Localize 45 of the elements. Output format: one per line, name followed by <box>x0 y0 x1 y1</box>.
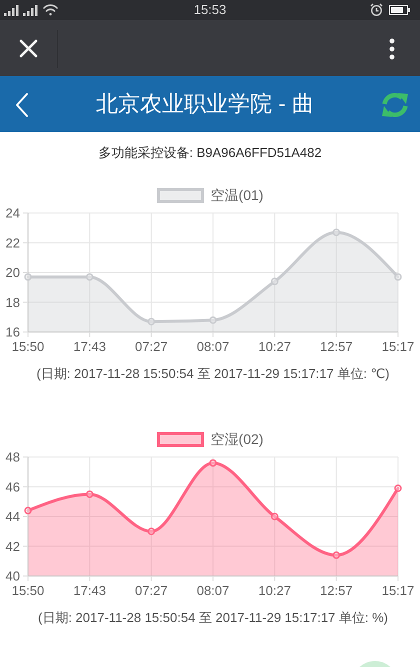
x-tick-label: 10:27 <box>258 339 291 354</box>
point <box>86 273 94 281</box>
y-tick-label: 18 <box>6 294 20 310</box>
x-tick-label: 07:27 <box>135 583 168 598</box>
x-tick-label: 15:17 <box>382 339 414 354</box>
x-tick-label: 17:43 <box>73 339 106 354</box>
point <box>86 490 94 498</box>
y-tick-label: 48 <box>6 450 20 465</box>
y-tick-label: 16 <box>6 324 20 340</box>
point <box>209 459 217 467</box>
point <box>209 316 217 324</box>
y-tick-label: 24 <box>6 206 20 221</box>
y-tick-label: 20 <box>6 265 20 280</box>
y-tick-label: 22 <box>6 235 20 250</box>
x-axis-title: (日期: 2017-11-28 15:50:54 至 2017-11-29 15:17:17 单位: ℃) <box>36 366 390 381</box>
point <box>332 551 340 559</box>
point <box>148 318 156 326</box>
x-tick-label: 12:57 <box>320 339 353 354</box>
point <box>24 506 32 514</box>
x-tick-label: 15:50 <box>12 339 44 354</box>
y-tick-label: 44 <box>6 509 20 524</box>
x-tick-label: 08:07 <box>196 583 230 598</box>
x-tick-label: 15:50 <box>12 583 44 598</box>
point <box>394 484 402 492</box>
y-tick-label: 46 <box>6 479 20 494</box>
x-tick-label: 15:17 <box>382 583 414 598</box>
y-tick-label: 40 <box>6 568 20 584</box>
x-axis-title: (日期: 2017-11-28 15:50:54 至 2017-11-29 15:17:17 单位: %) <box>38 610 388 625</box>
point <box>24 273 32 281</box>
x-tick-label: 07:27 <box>135 339 168 354</box>
x-tick-label: 10:27 <box>258 583 291 598</box>
point <box>394 273 402 281</box>
x-tick-label: 12:57 <box>320 583 353 598</box>
chart-title: 北京农业职业学院 - 曲 <box>95 90 315 118</box>
point <box>148 528 156 536</box>
point <box>270 512 278 520</box>
point <box>332 228 340 236</box>
x-tick-label: 08:07 <box>196 339 230 354</box>
legend-label: 空湿(02) <box>210 431 264 447</box>
text: 15:53 <box>0 2 420 18</box>
chart-subtitle: 多功能采控设备: B9A96A6FFD51A482 <box>97 144 323 162</box>
point <box>270 278 278 286</box>
legend-label: 空温(01) <box>210 187 264 203</box>
x-tick-label: 17:43 <box>73 583 106 598</box>
y-tick-label: 42 <box>6 538 20 554</box>
